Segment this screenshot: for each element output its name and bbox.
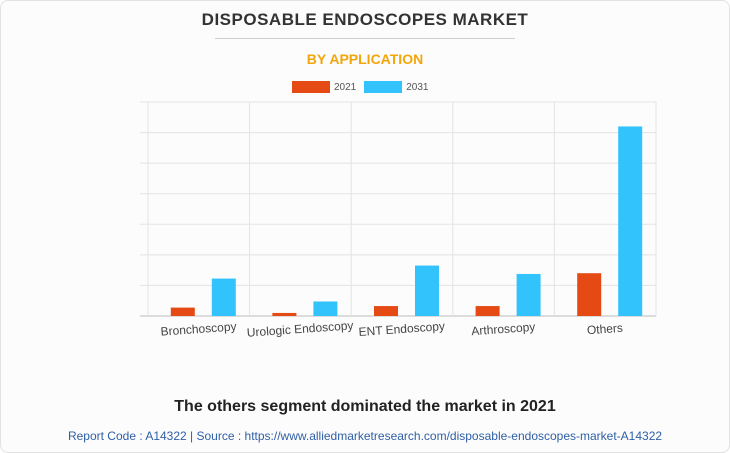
bar-2021-bronchoscopy	[170, 307, 195, 316]
chart-title: DISPOSABLE ENDOSCOPES MARKET	[201, 10, 529, 29]
bar-2021-urologic-endoscopy	[272, 312, 297, 316]
bar-2021-others	[577, 273, 602, 316]
x-tick-label: ENT Endoscopy	[358, 319, 445, 339]
bar-2021-ent-endoscopy	[374, 306, 398, 316]
x-tick-label: Bronchoscopy	[160, 319, 237, 338]
bar-2031-others	[618, 126, 643, 316]
x-tick-label: Others	[586, 321, 623, 337]
chart-caption: The others segment dominated the market …	[174, 398, 556, 415]
bar-2031-arthroscopy	[516, 273, 541, 316]
chart-subtitle: BY APPLICATION	[306, 51, 424, 67]
legend-label-2021: 2021	[334, 81, 357, 93]
legend: 2021 2031	[292, 80, 437, 94]
bar-2021-arthroscopy	[475, 306, 500, 316]
legend-label-2031: 2031	[406, 81, 429, 93]
legend-item-2031: 2031	[364, 81, 429, 93]
bar-2031-bronchoscopy	[211, 278, 236, 316]
bar-2031-ent-endoscopy	[415, 265, 439, 316]
x-tick-label: Urologic Endoscopy	[246, 318, 353, 339]
legend-swatch-2031	[364, 81, 403, 93]
bar-2031-urologic-endoscopy	[313, 301, 338, 316]
legend-swatch-2021	[292, 81, 330, 93]
source-note: Report Code : A14322 | Source : https://…	[67, 429, 663, 443]
legend-item-2021: 2021	[292, 81, 356, 93]
title-divider	[215, 38, 515, 39]
x-tick-label: Arthroscopy	[471, 320, 536, 338]
